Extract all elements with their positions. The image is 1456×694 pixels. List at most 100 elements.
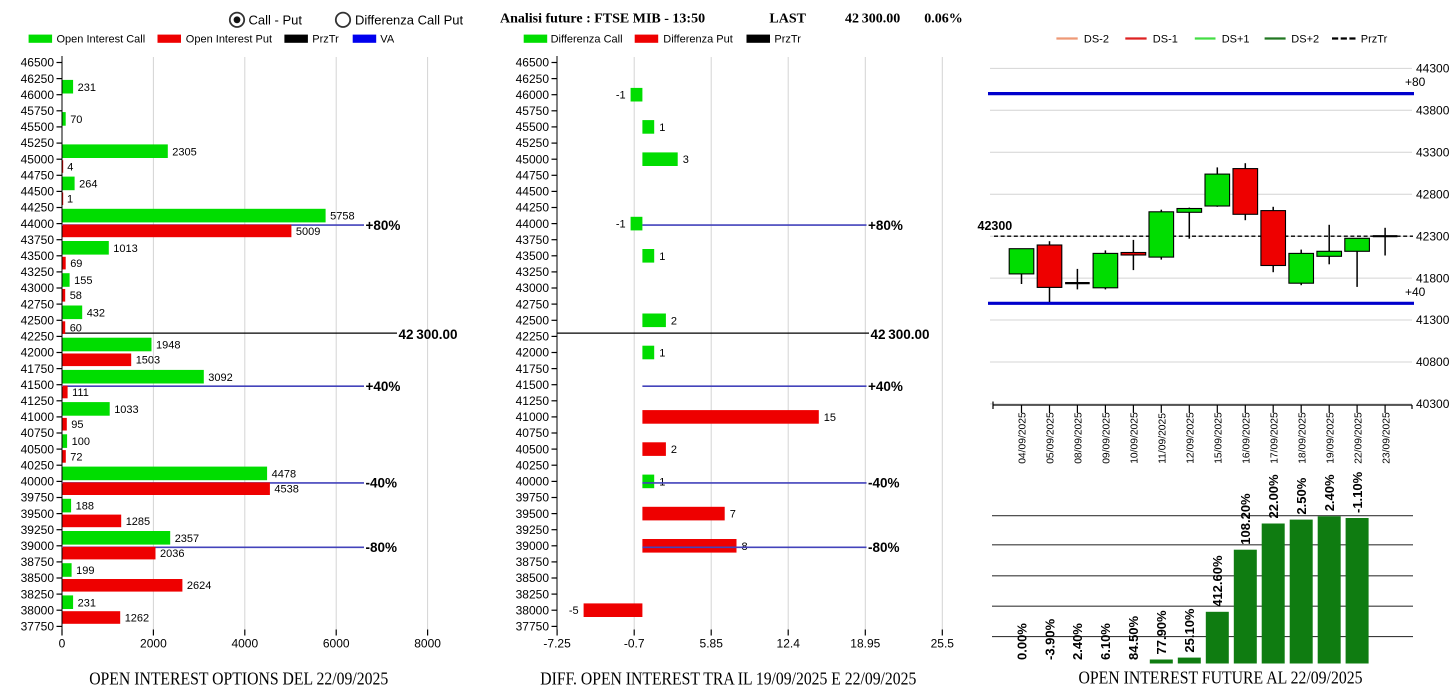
svg-text:46500: 46500 — [516, 56, 550, 70]
svg-text:40000: 40000 — [516, 475, 550, 489]
svg-text:40250: 40250 — [516, 458, 550, 472]
svg-text:1: 1 — [659, 122, 665, 134]
svg-text:38750: 38750 — [516, 555, 550, 569]
svg-text:44500: 44500 — [516, 185, 550, 199]
svg-text:OPEN INTEREST OPTIONS DEL 22/0: OPEN INTEREST OPTIONS DEL 22/09/2025 — [89, 669, 388, 689]
svg-text:38500: 38500 — [516, 571, 550, 585]
svg-text:19/09/2025: 19/09/2025 — [1325, 412, 1336, 464]
svg-text:44250: 44250 — [21, 201, 55, 215]
svg-text:DS-2: DS-2 — [1084, 34, 1109, 46]
svg-text:23/09/2025: 23/09/2025 — [1381, 412, 1392, 464]
svg-text:+80%: +80% — [366, 218, 401, 233]
svg-text:1503: 1503 — [136, 355, 160, 367]
svg-text:12/09/2025: 12/09/2025 — [1186, 412, 1197, 464]
svg-text:231: 231 — [78, 82, 96, 94]
svg-text:44250: 44250 — [516, 201, 550, 215]
svg-text:40750: 40750 — [516, 426, 550, 440]
svg-text:46250: 46250 — [21, 72, 55, 86]
svg-text:0: 0 — [59, 637, 66, 651]
svg-text:1: 1 — [659, 348, 665, 360]
svg-text:05/09/2025: 05/09/2025 — [1046, 412, 1057, 464]
svg-text:Differenza Put: Differenza Put — [663, 34, 733, 46]
svg-text:4000: 4000 — [231, 637, 258, 651]
svg-text:39000: 39000 — [516, 539, 550, 553]
svg-text:12.4: 12.4 — [777, 637, 801, 651]
svg-text:5758: 5758 — [330, 211, 354, 223]
svg-text:39500: 39500 — [21, 507, 55, 521]
svg-text:8000: 8000 — [414, 637, 441, 651]
svg-text:+40: +40 — [1405, 285, 1426, 299]
svg-text:43800: 43800 — [1416, 104, 1450, 118]
svg-text:-80%: -80% — [868, 540, 900, 555]
svg-text:04/09/2025: 04/09/2025 — [1018, 412, 1029, 464]
svg-text:199: 199 — [76, 565, 94, 577]
svg-text:111: 111 — [72, 387, 89, 399]
svg-text:43500: 43500 — [21, 249, 55, 263]
svg-text:42000: 42000 — [516, 346, 550, 360]
svg-text:42 300.00: 42 300.00 — [871, 327, 930, 342]
svg-text:44500: 44500 — [21, 185, 55, 199]
svg-text:69: 69 — [70, 258, 82, 270]
svg-text:43300: 43300 — [1416, 146, 1450, 160]
svg-text:84.50%: 84.50% — [1126, 615, 1141, 660]
svg-text:42250: 42250 — [516, 330, 550, 344]
svg-text:41800: 41800 — [1416, 271, 1450, 285]
svg-text:40750: 40750 — [21, 426, 55, 440]
svg-text:1285: 1285 — [126, 516, 150, 528]
svg-text:70: 70 — [70, 114, 82, 126]
svg-text:188: 188 — [76, 501, 94, 513]
svg-text:25.10%: 25.10% — [1182, 608, 1197, 653]
svg-text:44300: 44300 — [1416, 62, 1450, 76]
svg-text:44000: 44000 — [21, 217, 55, 231]
svg-text:-1.10%: -1.10% — [1350, 471, 1365, 513]
svg-text:7: 7 — [730, 509, 736, 521]
svg-text:39250: 39250 — [516, 523, 550, 537]
svg-text:45750: 45750 — [516, 104, 550, 118]
svg-text:43750: 43750 — [21, 233, 55, 247]
svg-text:DS+2: DS+2 — [1291, 34, 1319, 46]
svg-text:42750: 42750 — [21, 297, 55, 311]
svg-text:100: 100 — [72, 436, 90, 448]
svg-text:44750: 44750 — [21, 169, 55, 183]
svg-text:17/09/2025: 17/09/2025 — [1269, 412, 1280, 464]
svg-text:43500: 43500 — [516, 249, 550, 263]
svg-text:432: 432 — [87, 307, 105, 319]
svg-text:4478: 4478 — [272, 469, 296, 481]
svg-text:25.5: 25.5 — [931, 637, 955, 651]
svg-text:46000: 46000 — [516, 88, 550, 102]
svg-text:Call - Put: Call - Put — [249, 13, 303, 28]
svg-text:1262: 1262 — [125, 612, 149, 624]
svg-text:Open Interest Call: Open Interest Call — [57, 34, 146, 46]
svg-text:42800: 42800 — [1416, 187, 1450, 201]
svg-text:46250: 46250 — [516, 72, 550, 86]
svg-text:16/09/2025: 16/09/2025 — [1242, 412, 1253, 464]
svg-text:0.00%: 0.00% — [1014, 623, 1029, 660]
svg-text:4: 4 — [67, 161, 73, 173]
svg-text:PrzTr: PrzTr — [774, 34, 801, 46]
svg-text:-40%: -40% — [366, 476, 398, 491]
svg-text:43250: 43250 — [516, 265, 550, 279]
svg-text:38750: 38750 — [21, 555, 55, 569]
svg-text:72: 72 — [70, 451, 82, 463]
svg-text:2357: 2357 — [175, 533, 199, 545]
svg-text:45250: 45250 — [21, 136, 55, 150]
svg-text:2: 2 — [671, 315, 677, 327]
svg-text:2.40%: 2.40% — [1322, 474, 1337, 511]
svg-text:41300: 41300 — [1416, 313, 1450, 327]
svg-text:2036: 2036 — [160, 548, 184, 560]
svg-text:PrzTr: PrzTr — [1361, 34, 1388, 46]
svg-text:-1: -1 — [616, 219, 626, 231]
svg-text:DS+1: DS+1 — [1222, 34, 1250, 46]
svg-text:1948: 1948 — [156, 340, 180, 352]
svg-text:2: 2 — [671, 444, 677, 456]
svg-text:41250: 41250 — [516, 394, 550, 408]
svg-text:41500: 41500 — [21, 378, 55, 392]
svg-text:45500: 45500 — [21, 120, 55, 134]
svg-text:42300: 42300 — [978, 219, 1013, 233]
svg-text:108.20%: 108.20% — [1238, 493, 1253, 545]
svg-text:44750: 44750 — [516, 169, 550, 183]
svg-text:41750: 41750 — [516, 362, 550, 376]
svg-text:45500: 45500 — [516, 120, 550, 134]
svg-text:2.50%: 2.50% — [1294, 477, 1309, 514]
svg-text:Open Interest Put: Open Interest Put — [186, 34, 272, 46]
